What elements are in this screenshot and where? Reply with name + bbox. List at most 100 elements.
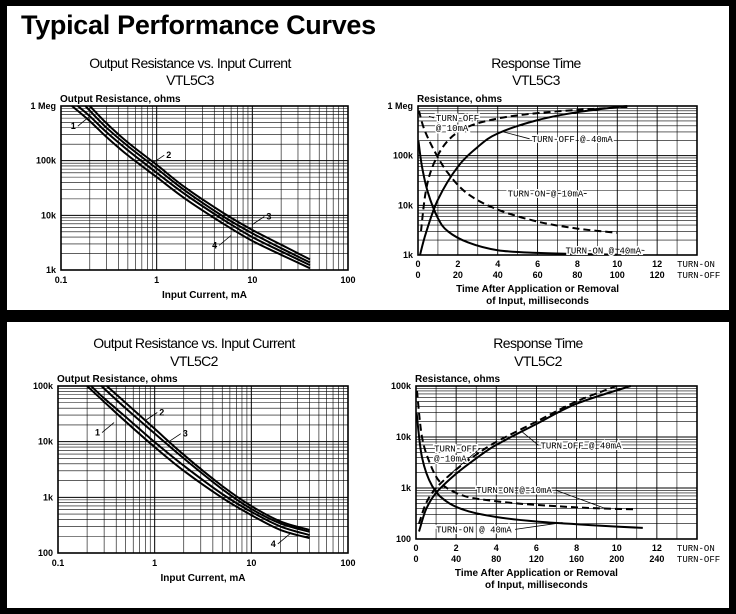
x-axis-turn-on-label: TURN-ON (677, 260, 715, 270)
annotation-label: TURN-ON @ 40mA (565, 246, 641, 256)
y-tick-label: 1k (43, 492, 54, 502)
y-tick-label: 10k (396, 432, 412, 442)
plot-frame (57, 385, 349, 554)
callout-leader (252, 216, 265, 225)
annotation-label: TURN-OFF @ 40mA (540, 441, 622, 451)
x-tick-label-off: 40 (493, 270, 503, 280)
x-tick-label-on: 12 (652, 543, 662, 553)
y-axis-label: Resistance, ohms (417, 94, 502, 105)
annotation-label: TURN-ON @ 40mA (436, 525, 512, 535)
series-line (418, 110, 618, 234)
x-axis-label-line2: of Input, milliseconds (485, 580, 588, 591)
x-tick-label: 10 (247, 275, 257, 285)
grid (60, 106, 348, 271)
y-tick-label: 1k (401, 483, 412, 493)
x-tick-label: 10 (246, 558, 256, 568)
bottom-panel (7, 322, 729, 608)
callout-leader (145, 412, 158, 421)
annotation-label: @ 10mA (436, 124, 469, 134)
x-tick-label-on: 8 (574, 543, 579, 553)
y-axis-label: Output Resistance, ohms (57, 374, 178, 385)
x-tick-label-off: 120 (529, 554, 544, 564)
x-axis-label-line2: of Input, milliseconds (486, 296, 589, 307)
series-line (106, 385, 310, 531)
callout-leader (277, 533, 291, 545)
x-tick-label-on: 12 (652, 259, 662, 269)
annotation-leader (555, 489, 605, 509)
series-line (415, 412, 643, 529)
x-tick-label-off: 0 (415, 270, 420, 280)
callout-leader (168, 433, 182, 442)
x-tick-label-on: 2 (454, 543, 459, 553)
callout-label: 2 (159, 408, 164, 418)
chart-subtitle: VTL5C2 (170, 353, 219, 369)
callout-label: 2 (166, 150, 171, 160)
x-tick-label-on: 6 (534, 543, 539, 553)
chart-subtitle: VTL5C3 (166, 72, 215, 88)
y-tick-label: 1 Meg (30, 101, 56, 111)
x-tick-label-on: 10 (612, 543, 622, 553)
y-tick-label: 100 (396, 534, 411, 544)
series-line (418, 385, 632, 532)
x-tick-label: 100 (340, 558, 355, 568)
callout-leader (101, 422, 115, 433)
callout-leader (218, 235, 232, 246)
x-tick-label-off: 120 (650, 270, 665, 280)
callout-label: 3 (183, 429, 188, 439)
y-axis-label: Output Resistance, ohms (60, 94, 181, 105)
x-tick-label-off: 0 (413, 554, 418, 564)
chart-subtitle: VTL5C2 (514, 353, 563, 369)
x-tick-label-off: 200 (609, 554, 624, 564)
y-tick-label: 1k (46, 265, 57, 275)
x-tick-label-off: 100 (610, 270, 625, 280)
plot-frame (417, 105, 698, 256)
series-line (100, 385, 310, 533)
chart-c1: Output Resistance vs. Input CurrentVTL5C… (30, 55, 355, 301)
callout-label: 1 (71, 121, 76, 131)
series-group (415, 385, 643, 532)
grid (57, 386, 348, 554)
y-tick-label: 100 (38, 548, 53, 558)
y-tick-label: 1k (403, 250, 414, 260)
annotation-label: TURN-OFF (434, 444, 477, 454)
callout-label: 4 (212, 240, 217, 250)
chart-title: Response Time (491, 55, 581, 71)
chart-title: Response Time (493, 335, 583, 351)
series-line (416, 390, 637, 511)
series-group (86, 385, 310, 540)
x-tick-label-on: 0 (415, 259, 420, 269)
x-tick-label-off: 160 (569, 554, 584, 564)
x-tick-label-on: 10 (612, 259, 622, 269)
y-tick-label: 1 Meg (387, 101, 413, 111)
y-tick-label: 10k (41, 210, 57, 220)
annotation-leader (503, 131, 530, 140)
series-group (71, 105, 311, 270)
x-tick-label-on: 4 (494, 543, 499, 553)
callout-label: 1 (95, 428, 100, 438)
annotation-label: TURN-ON @ 10mA (476, 486, 552, 496)
y-tick-label: 100k (393, 151, 414, 161)
y-tick-label: 100k (391, 381, 412, 391)
annotation-label: TURN-OFF @ 40mA (532, 135, 614, 145)
x-tick-label-off: 80 (572, 270, 582, 280)
x-tick-label-off: 60 (533, 270, 543, 280)
series-line (86, 385, 310, 540)
x-tick-label-off: 20 (453, 270, 463, 280)
plot-frame (60, 105, 349, 271)
x-tick-label-on: 4 (495, 259, 500, 269)
series-group (417, 105, 628, 256)
y-tick-label: 100k (36, 156, 57, 166)
series-line (90, 385, 310, 537)
y-tick-label: 100k (33, 381, 54, 391)
callout-leader (152, 154, 165, 164)
x-tick-label-off: 240 (649, 554, 664, 564)
x-axis-turn-off-label: TURN-OFF (677, 555, 720, 565)
callout-leader (77, 115, 91, 127)
x-tick-label: 100 (340, 275, 355, 285)
annotation-leader (445, 448, 481, 478)
annotation-leader (613, 248, 645, 251)
series-line (419, 105, 628, 256)
series-line (89, 105, 311, 261)
annotation-leader (515, 522, 563, 530)
